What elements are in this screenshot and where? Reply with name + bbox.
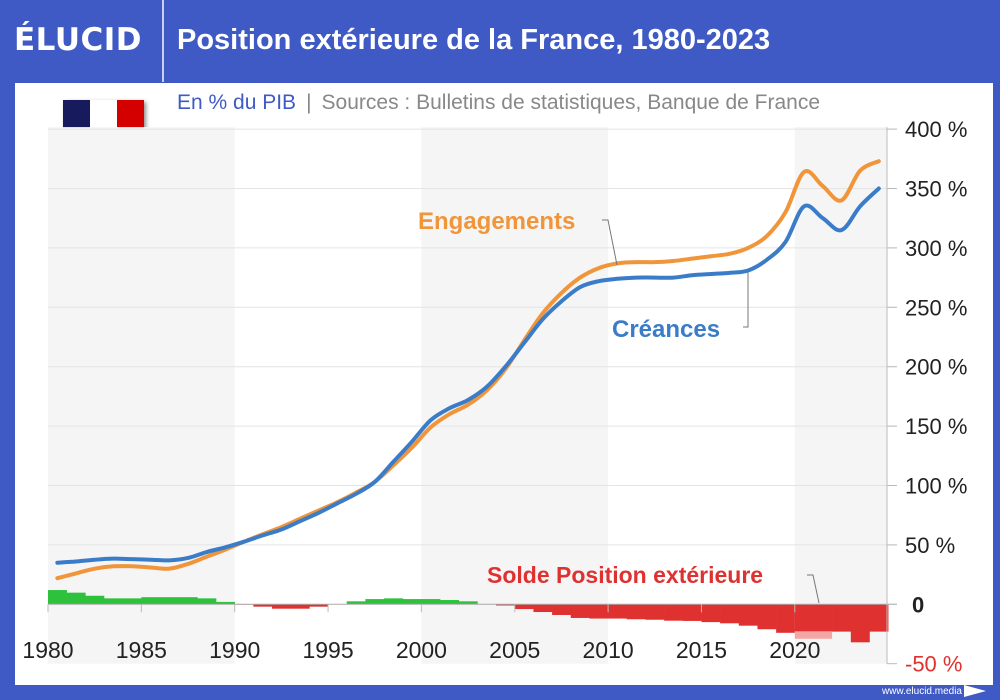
decade-band (48, 127, 235, 664)
bar-1982 (85, 595, 105, 605)
bar-1981 (66, 592, 86, 605)
x-tick-label: 2010 (583, 637, 634, 663)
bar-2007 (552, 604, 572, 615)
bar-2013 (664, 604, 684, 621)
x-tick-label: 2020 (769, 637, 820, 663)
x-tick-label: 1985 (116, 637, 167, 663)
bar-1984 (122, 598, 142, 605)
bar-1983 (104, 598, 123, 605)
leader-line (602, 219, 618, 266)
bar-2000 (421, 599, 441, 605)
bar-2019 (776, 604, 796, 633)
x-tick-label: 2005 (489, 637, 540, 663)
x-tick-label: 2015 (676, 637, 727, 663)
bar-1986 (160, 597, 179, 605)
x-tick-label: 1990 (209, 637, 260, 663)
bar-2018 (757, 604, 777, 630)
bar-2024 (869, 604, 889, 632)
bar-2005 (514, 604, 534, 610)
line-creances (55, 186, 881, 565)
y-tick-label: 0 (912, 592, 924, 617)
series-label-engagements: Engagements (418, 208, 575, 235)
bar-1980 (48, 590, 67, 605)
header-divider (162, 0, 164, 82)
bar-2009 (589, 604, 609, 619)
y-tick-label: 150 % (905, 414, 967, 439)
separator: | (306, 91, 312, 114)
bar-2008 (570, 604, 590, 618)
y-tick-label: 200 % (905, 355, 967, 380)
bar-2010 (608, 604, 628, 619)
line-engagements (55, 159, 881, 581)
y-tick-label: 350 % (905, 177, 967, 202)
subtitle: En % du PIB | Sources : Bulletins de stati… (177, 91, 820, 115)
bar-2012 (645, 604, 665, 620)
bar-1989 (216, 601, 235, 605)
bar-2015 (701, 604, 721, 623)
bar-2014 (682, 604, 702, 621)
series-label-creances: Créances (612, 316, 720, 343)
bar-1987 (178, 597, 198, 605)
elucid-mark-icon (964, 685, 986, 697)
bar-1994 (309, 604, 329, 607)
bar-2017 (738, 604, 758, 626)
y-tick-label: 100 % (905, 474, 967, 499)
bar-2002 (458, 601, 478, 605)
y-tick-label: 300 % (905, 236, 967, 261)
bar-2001 (440, 600, 460, 605)
bar-1988 (197, 598, 217, 605)
chart-title: Position extérieure de la France, 1980-2… (177, 24, 771, 56)
bar-1997 (365, 599, 385, 605)
source-label: Sources : Bulletins de statistiques, Ban… (321, 91, 820, 114)
bar-2023 (850, 604, 870, 643)
y-tick-label: 400 % (905, 117, 967, 142)
decade-band (421, 127, 609, 664)
x-tick-label: 1995 (302, 637, 353, 663)
y-tick-label: -50 % (905, 652, 962, 677)
bar-2020 (794, 604, 814, 632)
bar-2006 (533, 604, 553, 613)
x-tick-label: 2000 (396, 637, 447, 663)
bar-1991 (253, 604, 273, 607)
bar-1992 (272, 604, 292, 609)
y-tick-label: 50 % (905, 533, 955, 558)
y-tick-label: 250 % (905, 295, 967, 320)
bar-2004 (496, 604, 516, 606)
bar-1993 (290, 604, 310, 609)
bar-2016 (720, 604, 740, 624)
decade-band (794, 127, 887, 664)
bar-1999 (402, 599, 422, 605)
unit-label: En % du PIB (177, 91, 297, 114)
series-label-solde: Solde Position extérieure (487, 562, 763, 588)
bar-1985 (141, 597, 161, 605)
bar-1998 (384, 598, 404, 605)
bar-2011 (626, 604, 646, 620)
x-tick-label: 1980 (22, 637, 73, 663)
bar-2022 (832, 604, 852, 632)
bar-2021 (813, 604, 833, 632)
bar-1996 (346, 601, 366, 605)
leader-line (807, 574, 820, 604)
footer-url[interactable]: www.elucid.media (881, 686, 962, 697)
header: ÉLUCID Position extérieure de la France,… (0, 0, 1000, 82)
leader-line (743, 272, 749, 328)
elucid-logo: ÉLUCID (14, 22, 143, 58)
